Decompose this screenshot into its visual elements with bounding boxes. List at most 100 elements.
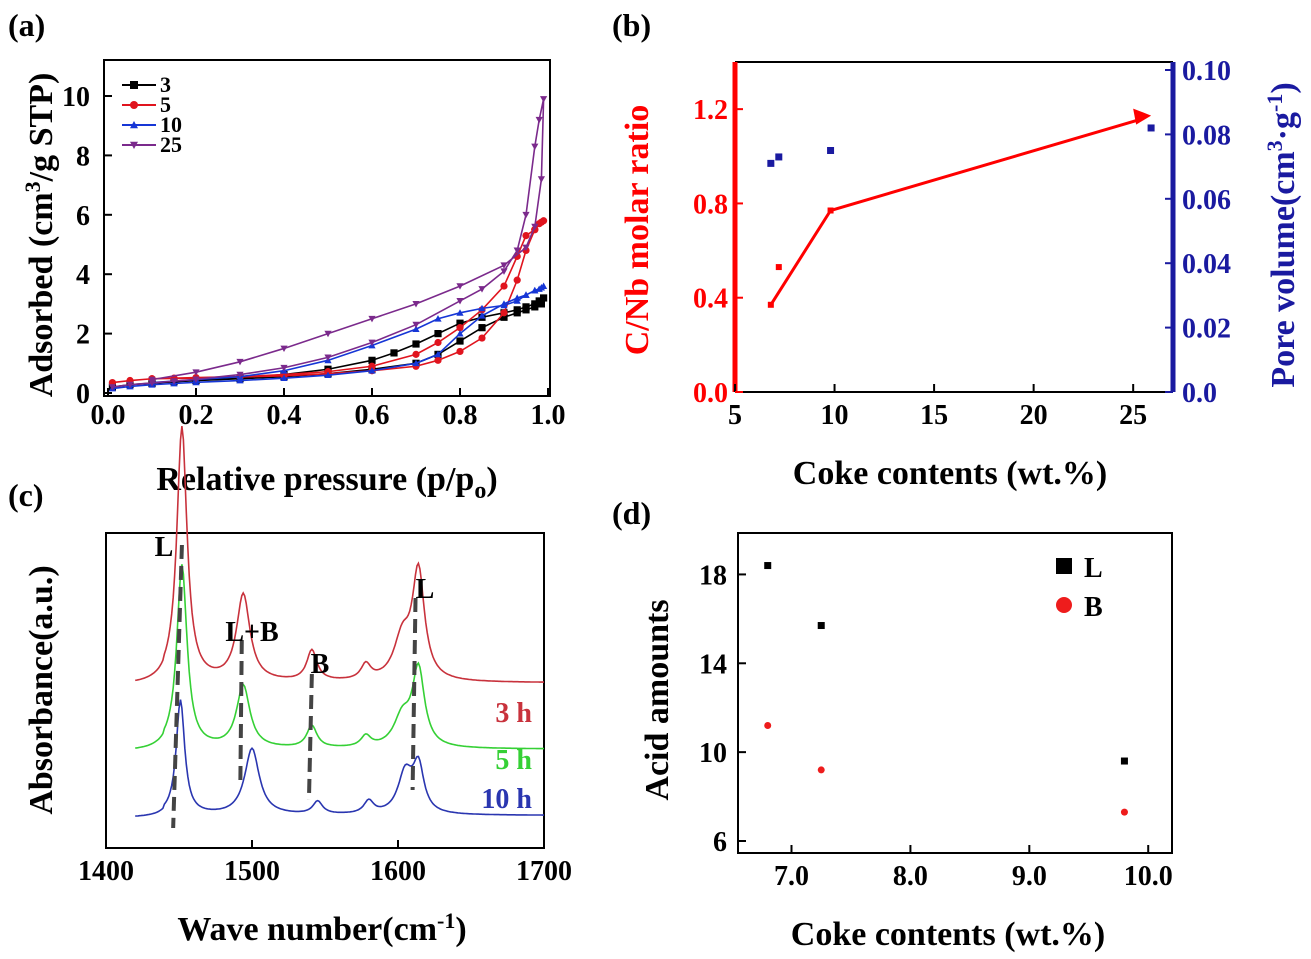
- x-tick-label-b: 25: [1119, 400, 1147, 431]
- y-tick-label-d: 6: [713, 827, 727, 858]
- x-axis-title-a: Relative pressure (p/po): [156, 461, 497, 504]
- isotherm-point-5: [500, 309, 508, 317]
- isotherm-point-25: [540, 96, 548, 103]
- acid-point-L: [1120, 757, 1128, 765]
- isotherm-point-25: [456, 298, 464, 305]
- y-left-axis-title-b: C/Nb molar ratio: [619, 105, 656, 356]
- y-axis-title-a-part-2: /g STP): [23, 73, 60, 183]
- legend-label-3: 3: [160, 72, 171, 97]
- pore-volume-point: [775, 153, 783, 161]
- isotherm-point-25: [478, 286, 486, 293]
- spectrum-line-5h: [135, 564, 544, 750]
- x-axis-title-a-part-2: ): [486, 461, 497, 498]
- cnb-point: [827, 207, 834, 214]
- x-axis-title-c-part-2: ): [455, 911, 466, 948]
- isotherm-point-25: [531, 223, 539, 231]
- x-tick-label-b: 15: [920, 400, 948, 431]
- x-tick-label-b: 10: [821, 400, 849, 431]
- legend-label-B: B: [1084, 592, 1103, 623]
- acid-point-B: [764, 721, 772, 729]
- x-tick-label-a: 0.0: [91, 400, 126, 431]
- isotherm-point-10: [236, 376, 244, 384]
- isotherm-point-25: [500, 268, 508, 275]
- isotherm-point-10: [522, 291, 530, 298]
- isotherm-point-5: [434, 338, 442, 347]
- y-right-tick-label-b: 0.0: [1182, 378, 1217, 409]
- isotherm-point-3: [456, 319, 464, 327]
- legend-marker-3: [130, 81, 138, 89]
- isotherm-point-25: [324, 330, 332, 338]
- spectrum-line-3h: [135, 426, 544, 683]
- peak-marker-line: [171, 544, 184, 829]
- y-left-tick-label-b: 0.4: [693, 284, 728, 315]
- isotherm-point-10: [434, 350, 442, 358]
- isotherm-point-5: [478, 334, 486, 342]
- x-axis-title-a-part-0: Relative pressure (p/p: [156, 461, 474, 498]
- x-tick-label-a: 0.6: [355, 400, 390, 431]
- isotherm-point-25: [522, 211, 530, 219]
- isotherm-point-5: [434, 356, 442, 364]
- isotherm-point-25: [456, 283, 464, 290]
- y-right-axis-title-b-part-1: 3: [1262, 140, 1287, 151]
- x-tick-label-d: 7.0: [774, 861, 809, 892]
- isotherm-point-3: [412, 340, 420, 348]
- peak-label: L: [416, 574, 435, 605]
- x-tick-label-c: 1600: [370, 856, 426, 887]
- isotherm-point-25: [236, 371, 244, 379]
- panel-c: (c) 1400 1500 1600 1700 Wave number(cm-1) Abso…: [8, 426, 572, 948]
- legend-marker-10: [130, 121, 138, 129]
- y-tick-label-a: 0: [76, 379, 90, 410]
- x-tick-label-a: 0.2: [179, 400, 214, 431]
- y-axis-title-a-part-1: 3: [20, 181, 45, 192]
- pore-volume-point: [827, 147, 835, 154]
- isotherm-point-25: [236, 358, 244, 366]
- x-tick-label-a: 0.4: [267, 400, 302, 431]
- legend-marker-25: [130, 141, 138, 149]
- isotherm-point-3: [500, 313, 508, 321]
- cnb-point: [775, 264, 782, 271]
- panel-label-d: (d): [612, 495, 651, 531]
- peak-label: L+B: [225, 617, 278, 648]
- isotherm-point-10: [412, 325, 420, 333]
- isotherm-point-5: [537, 218, 546, 226]
- legend-label-L: L: [1084, 553, 1103, 584]
- series-label-10h: 10 h: [481, 784, 532, 815]
- legend-marker-B: [1056, 597, 1072, 613]
- y-right-axis-title-b-part-0: Pore volume(cm: [1265, 151, 1302, 387]
- isotherm-point-25: [513, 247, 521, 255]
- panel-label-a: (a): [8, 7, 45, 43]
- cnb-arrowhead: [1133, 108, 1152, 125]
- isotherm-point-10: [500, 301, 508, 309]
- isotherm-point-25: [522, 244, 530, 252]
- isotherm-line-25: [112, 98, 545, 388]
- x-tick-label-c: 1500: [224, 856, 280, 887]
- isotherm-point-10: [434, 315, 442, 322]
- legend-label-10: 10: [160, 112, 182, 137]
- panel-a: (a) 0.0 0.2 0.4 0.6 0.8 1.0 0 2 4 6 8 10 Relative pre…: [8, 7, 566, 504]
- x-tick-label-b: 20: [1020, 400, 1048, 431]
- y-tick-label-a: 2: [76, 320, 90, 351]
- y-right-axis-title-b: Pore volume(cm3·g-1): [1262, 82, 1302, 387]
- isotherm-point-3: [478, 324, 486, 332]
- plot-frame-c: [105, 532, 545, 849]
- isotherm-point-5: [456, 347, 464, 356]
- peak-marker-line: [410, 597, 418, 791]
- y-right-tick-label-b: 0.06: [1182, 185, 1231, 216]
- x-tick-label-c: 1400: [78, 856, 134, 887]
- isotherm-point-10: [478, 312, 486, 319]
- x-tick-label-d: 10.0: [1124, 861, 1173, 892]
- cnb-point: [767, 301, 774, 308]
- series-label-3h: 3 h: [495, 698, 532, 729]
- isotherm-point-25: [368, 339, 376, 347]
- y-right-axis-title-b-part-4: ): [1265, 82, 1302, 93]
- isotherm-point-10: [537, 283, 545, 291]
- y-axis-title-a: Adsorbed (cm3/g STP): [20, 73, 60, 398]
- isotherm-point-3: [522, 306, 530, 314]
- plot-frame-a: [103, 59, 551, 397]
- pore-volume-point: [767, 159, 775, 167]
- isotherm-point-25: [280, 345, 288, 353]
- isotherm-point-25: [531, 143, 539, 151]
- x-tick-label-b: 5: [728, 400, 742, 431]
- series-label-5h: 5 h: [495, 745, 532, 776]
- isotherm-point-10: [412, 359, 420, 367]
